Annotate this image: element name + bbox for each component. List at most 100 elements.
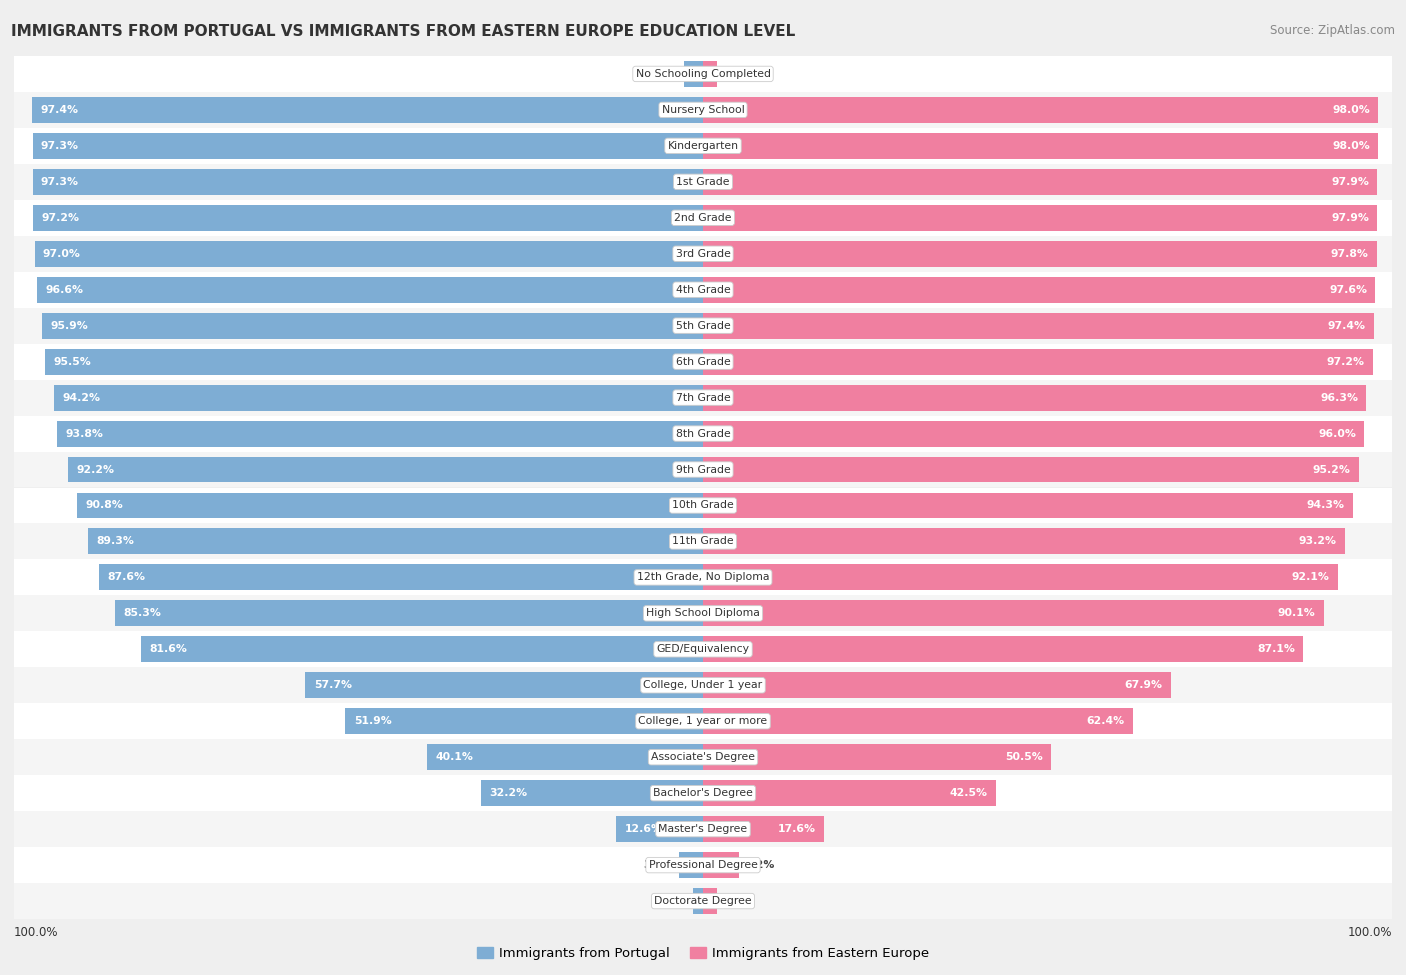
Text: 3rd Grade: 3rd Grade [675, 249, 731, 258]
Text: 89.3%: 89.3% [96, 536, 134, 546]
Bar [14, 667, 1392, 703]
Bar [32, 97, 703, 123]
Text: 42.5%: 42.5% [949, 788, 987, 799]
Bar [703, 97, 1378, 123]
Text: College, Under 1 year: College, Under 1 year [644, 681, 762, 690]
Bar [703, 744, 1050, 770]
Bar [14, 703, 1392, 739]
Bar [703, 205, 1378, 231]
Bar [42, 313, 703, 338]
Bar [115, 601, 703, 626]
Bar [703, 133, 1378, 159]
Bar [679, 852, 703, 878]
Bar [703, 169, 1378, 195]
Text: GED/Equivalency: GED/Equivalency [657, 644, 749, 654]
Text: 5th Grade: 5th Grade [676, 321, 730, 331]
Bar [14, 164, 1392, 200]
Bar [703, 637, 1303, 662]
Text: 97.9%: 97.9% [1331, 176, 1369, 187]
Text: 9th Grade: 9th Grade [676, 464, 730, 475]
Bar [14, 739, 1392, 775]
Bar [346, 708, 703, 734]
Text: 12.6%: 12.6% [624, 824, 662, 835]
Bar [14, 811, 1392, 847]
Text: 2nd Grade: 2nd Grade [675, 213, 731, 222]
Text: 62.4%: 62.4% [1087, 717, 1125, 726]
Bar [703, 708, 1133, 734]
Text: 5.2%: 5.2% [744, 860, 775, 870]
Bar [35, 241, 703, 267]
Text: 10th Grade: 10th Grade [672, 500, 734, 511]
Text: 97.3%: 97.3% [41, 140, 79, 151]
Text: 97.0%: 97.0% [44, 249, 82, 258]
Bar [14, 92, 1392, 128]
Text: 96.3%: 96.3% [1320, 393, 1358, 403]
Text: 8th Grade: 8th Grade [676, 429, 730, 439]
Bar [14, 308, 1392, 343]
Bar [14, 379, 1392, 415]
Text: Kindergarten: Kindergarten [668, 140, 738, 151]
Bar [56, 420, 703, 447]
Bar [616, 816, 703, 842]
Text: No Schooling Completed: No Schooling Completed [636, 69, 770, 79]
Bar [703, 565, 1337, 590]
Bar [141, 637, 703, 662]
Text: 94.2%: 94.2% [62, 393, 100, 403]
Bar [703, 816, 824, 842]
Bar [703, 601, 1323, 626]
Text: 95.2%: 95.2% [1313, 464, 1351, 475]
Text: 90.1%: 90.1% [1278, 608, 1316, 618]
Bar [32, 169, 703, 195]
Text: 1st Grade: 1st Grade [676, 176, 730, 187]
Bar [14, 56, 1392, 92]
Bar [14, 415, 1392, 451]
Legend: Immigrants from Portugal, Immigrants from Eastern Europe: Immigrants from Portugal, Immigrants fro… [471, 942, 935, 965]
Text: 97.2%: 97.2% [1326, 357, 1364, 367]
Text: 97.6%: 97.6% [1329, 285, 1367, 294]
Text: 97.4%: 97.4% [41, 105, 79, 115]
Bar [14, 236, 1392, 272]
Text: Master's Degree: Master's Degree [658, 824, 748, 835]
Text: 2.1%: 2.1% [723, 896, 754, 906]
Bar [703, 673, 1171, 698]
Bar [14, 343, 1392, 379]
Text: 90.8%: 90.8% [86, 500, 124, 511]
Bar [14, 200, 1392, 236]
Text: 32.2%: 32.2% [489, 788, 527, 799]
Text: 96.6%: 96.6% [46, 285, 84, 294]
Bar [685, 61, 703, 87]
Bar [703, 277, 1375, 302]
Bar [14, 883, 1392, 919]
Text: 100.0%: 100.0% [1347, 926, 1392, 939]
Bar [703, 456, 1358, 483]
Bar [87, 528, 703, 555]
Text: 67.9%: 67.9% [1125, 681, 1163, 690]
Bar [703, 61, 717, 87]
Text: 95.5%: 95.5% [53, 357, 91, 367]
Bar [32, 133, 703, 159]
Text: 92.1%: 92.1% [1291, 572, 1329, 582]
Text: Bachelor's Degree: Bachelor's Degree [652, 788, 754, 799]
Text: 97.8%: 97.8% [1330, 249, 1368, 258]
Text: High School Diploma: High School Diploma [647, 608, 759, 618]
Text: 4th Grade: 4th Grade [676, 285, 730, 294]
Bar [693, 888, 703, 914]
Text: 94.3%: 94.3% [1306, 500, 1344, 511]
Bar [703, 528, 1346, 555]
Text: 96.0%: 96.0% [1319, 429, 1357, 439]
Bar [481, 780, 703, 806]
Bar [14, 524, 1392, 560]
Bar [703, 492, 1353, 519]
Text: 6th Grade: 6th Grade [676, 357, 730, 367]
Text: 93.2%: 93.2% [1299, 536, 1337, 546]
Bar [45, 349, 703, 374]
Text: 7th Grade: 7th Grade [676, 393, 730, 403]
Text: Source: ZipAtlas.com: Source: ZipAtlas.com [1270, 24, 1395, 37]
Bar [14, 847, 1392, 883]
Text: 93.8%: 93.8% [65, 429, 103, 439]
Text: 87.1%: 87.1% [1257, 644, 1295, 654]
Bar [703, 385, 1367, 410]
Text: IMMIGRANTS FROM PORTUGAL VS IMMIGRANTS FROM EASTERN EUROPE EDUCATION LEVEL: IMMIGRANTS FROM PORTUGAL VS IMMIGRANTS F… [11, 24, 796, 39]
Bar [703, 313, 1374, 338]
Bar [703, 888, 717, 914]
